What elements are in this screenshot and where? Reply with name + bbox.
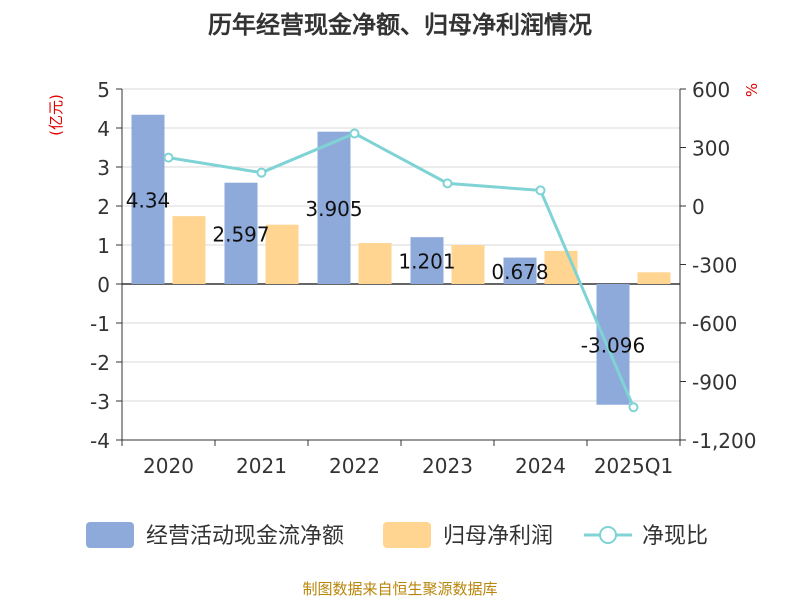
source-note: 制图数据来自恒生聚源数据库 xyxy=(302,580,497,598)
bar-cash-flow xyxy=(317,131,351,284)
line-point-cash-ratio xyxy=(535,185,546,196)
x-axis-category-label: 2021 xyxy=(236,454,287,478)
left-axis-tick-label: 3 xyxy=(97,156,110,180)
legend-label-cash-flow: 经营活动现金流净额 xyxy=(146,524,344,549)
right-axis-tick-label: -1,200 xyxy=(692,429,756,453)
right-axis-tick-label: 300 xyxy=(692,137,730,161)
line-cash-ratio xyxy=(168,131,635,408)
bar-net-profit xyxy=(637,272,671,284)
legend-label-cash-ratio: 净现比 xyxy=(642,524,708,549)
axes-layer: 5 4 3 2 1 0 -1 -2 -3 -4 600 300 0 -300 -600 -900 -1,200 2… xyxy=(90,78,756,478)
left-axis-tick-label: -1 xyxy=(90,312,110,336)
x-axis-category-label: 2020 xyxy=(143,454,194,478)
line-layer xyxy=(163,128,639,413)
right-axis-tick-label: -600 xyxy=(692,312,737,336)
bar-net-profit xyxy=(265,224,299,284)
labels-layer: 4.34 2.597 3.905 1.201 0.678 -3.096 xyxy=(126,188,646,357)
legend-swatch-cash-flow xyxy=(86,522,134,548)
legend-marker-cash-ratio xyxy=(599,526,617,544)
line-point-cash-ratio xyxy=(256,167,267,178)
bar-cash-flow xyxy=(224,182,258,284)
bar-cash-flow xyxy=(131,114,165,285)
bar-cash-flow xyxy=(503,257,537,284)
x-axis-category-label: 2024 xyxy=(515,454,566,478)
right-axis-tick-label: 600 xyxy=(692,78,730,102)
line-point-cash-ratio xyxy=(628,402,639,413)
left-axis-tick-label: -3 xyxy=(90,390,110,414)
left-axis-tick-label: 4 xyxy=(97,117,110,141)
data-label-cash-flow: 4.34 xyxy=(126,188,171,212)
left-axis-unit-label: (亿元) xyxy=(47,94,65,136)
line-point-cash-ratio xyxy=(442,178,453,189)
line-point-cash-ratio xyxy=(163,152,174,163)
x-axis-category-label: 2025Q1 xyxy=(594,454,673,478)
left-axis-tick-label: 0 xyxy=(97,273,110,297)
right-axis-tick-label: -900 xyxy=(692,371,737,395)
legend: 经营活动现金流净额 归母净利润 净现比 xyxy=(86,522,708,549)
line-point-cash-ratio xyxy=(349,128,360,139)
legend-swatch-net-profit xyxy=(383,522,431,548)
data-label-cash-flow: 0.678 xyxy=(491,260,548,284)
chart-title: 历年经营现金净额、归母净利润情况 xyxy=(208,11,592,39)
left-axis-tick-label: -4 xyxy=(90,429,110,453)
x-axis-category-label: 2023 xyxy=(422,454,473,478)
bars-layer xyxy=(131,114,671,405)
legend-label-net-profit: 归母净利润 xyxy=(443,524,553,549)
right-axis-tick-label: 0 xyxy=(692,195,705,219)
bar-cash-flow xyxy=(410,237,444,284)
left-axis-tick-label: 1 xyxy=(97,234,110,258)
left-axis-tick-label: 5 xyxy=(97,78,110,102)
bar-net-profit xyxy=(358,243,392,284)
left-axis-tick-label: 2 xyxy=(97,195,110,219)
x-axis-category-label: 2022 xyxy=(329,454,380,478)
data-label-cash-flow: -3.096 xyxy=(581,333,645,357)
data-label-cash-flow: 3.905 xyxy=(305,197,362,221)
bar-net-profit xyxy=(172,216,206,284)
left-axis-tick-label: -2 xyxy=(90,351,110,375)
right-axis-unit-label: % xyxy=(743,83,761,97)
data-label-cash-flow: 2.597 xyxy=(212,222,269,246)
right-axis-tick-label: -300 xyxy=(692,254,737,278)
bar-net-profit xyxy=(451,245,485,284)
data-label-cash-flow: 1.201 xyxy=(398,250,455,274)
